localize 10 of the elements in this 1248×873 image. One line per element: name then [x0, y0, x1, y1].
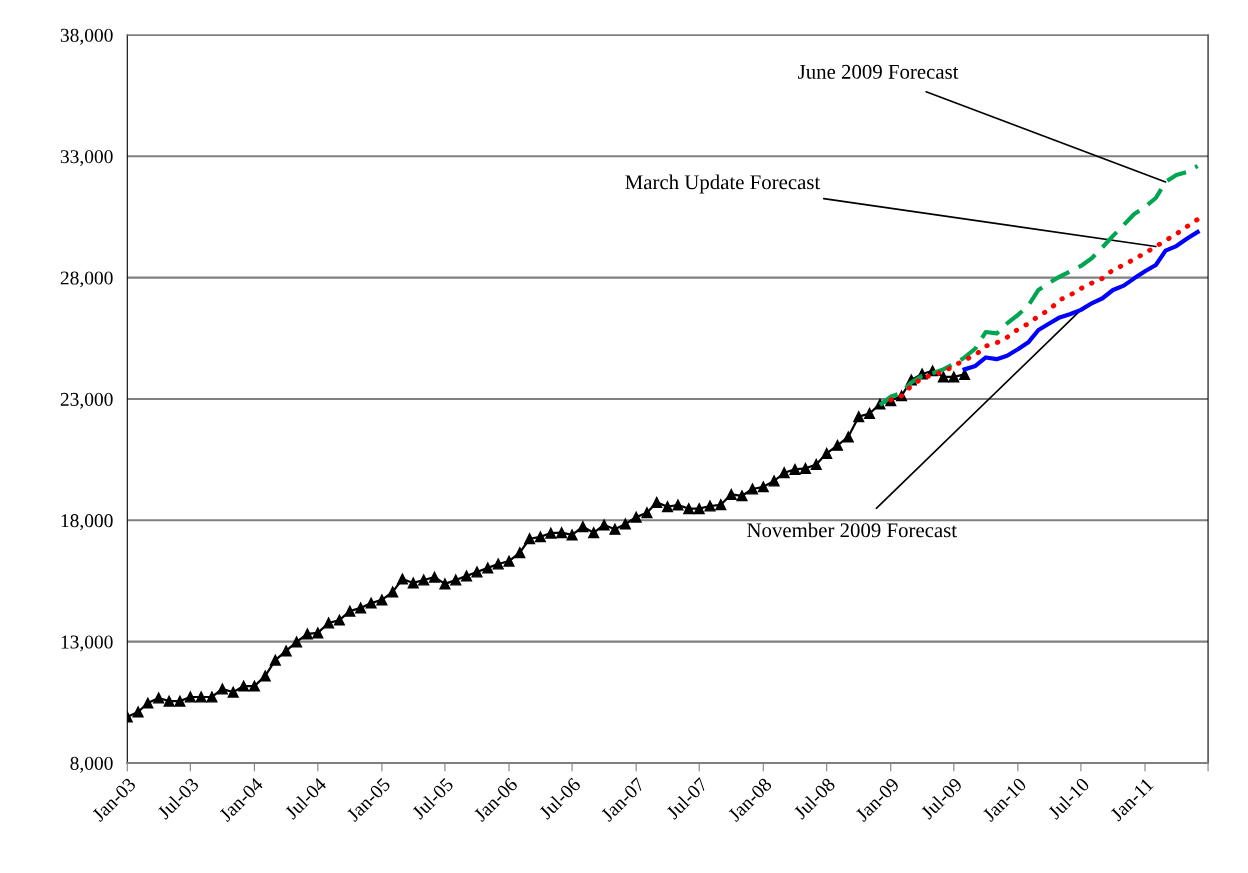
y-tick-label: 28,000: [60, 271, 113, 288]
annotation: June 2009 Forecast: [798, 64, 959, 79]
y-tick-label: 8,000: [70, 756, 113, 773]
y-tick-label: 13,000: [61, 635, 113, 652]
y-tick-label: 33,000: [60, 150, 113, 166]
annotation: March Update Forecast: [625, 174, 821, 194]
annotation: November 2009 Forecast: [747, 522, 957, 538]
y-tick-label: 18,000: [61, 514, 113, 531]
y-tick-label: 23,000: [60, 392, 113, 409]
y-tick-label: 38,000: [60, 28, 113, 45]
